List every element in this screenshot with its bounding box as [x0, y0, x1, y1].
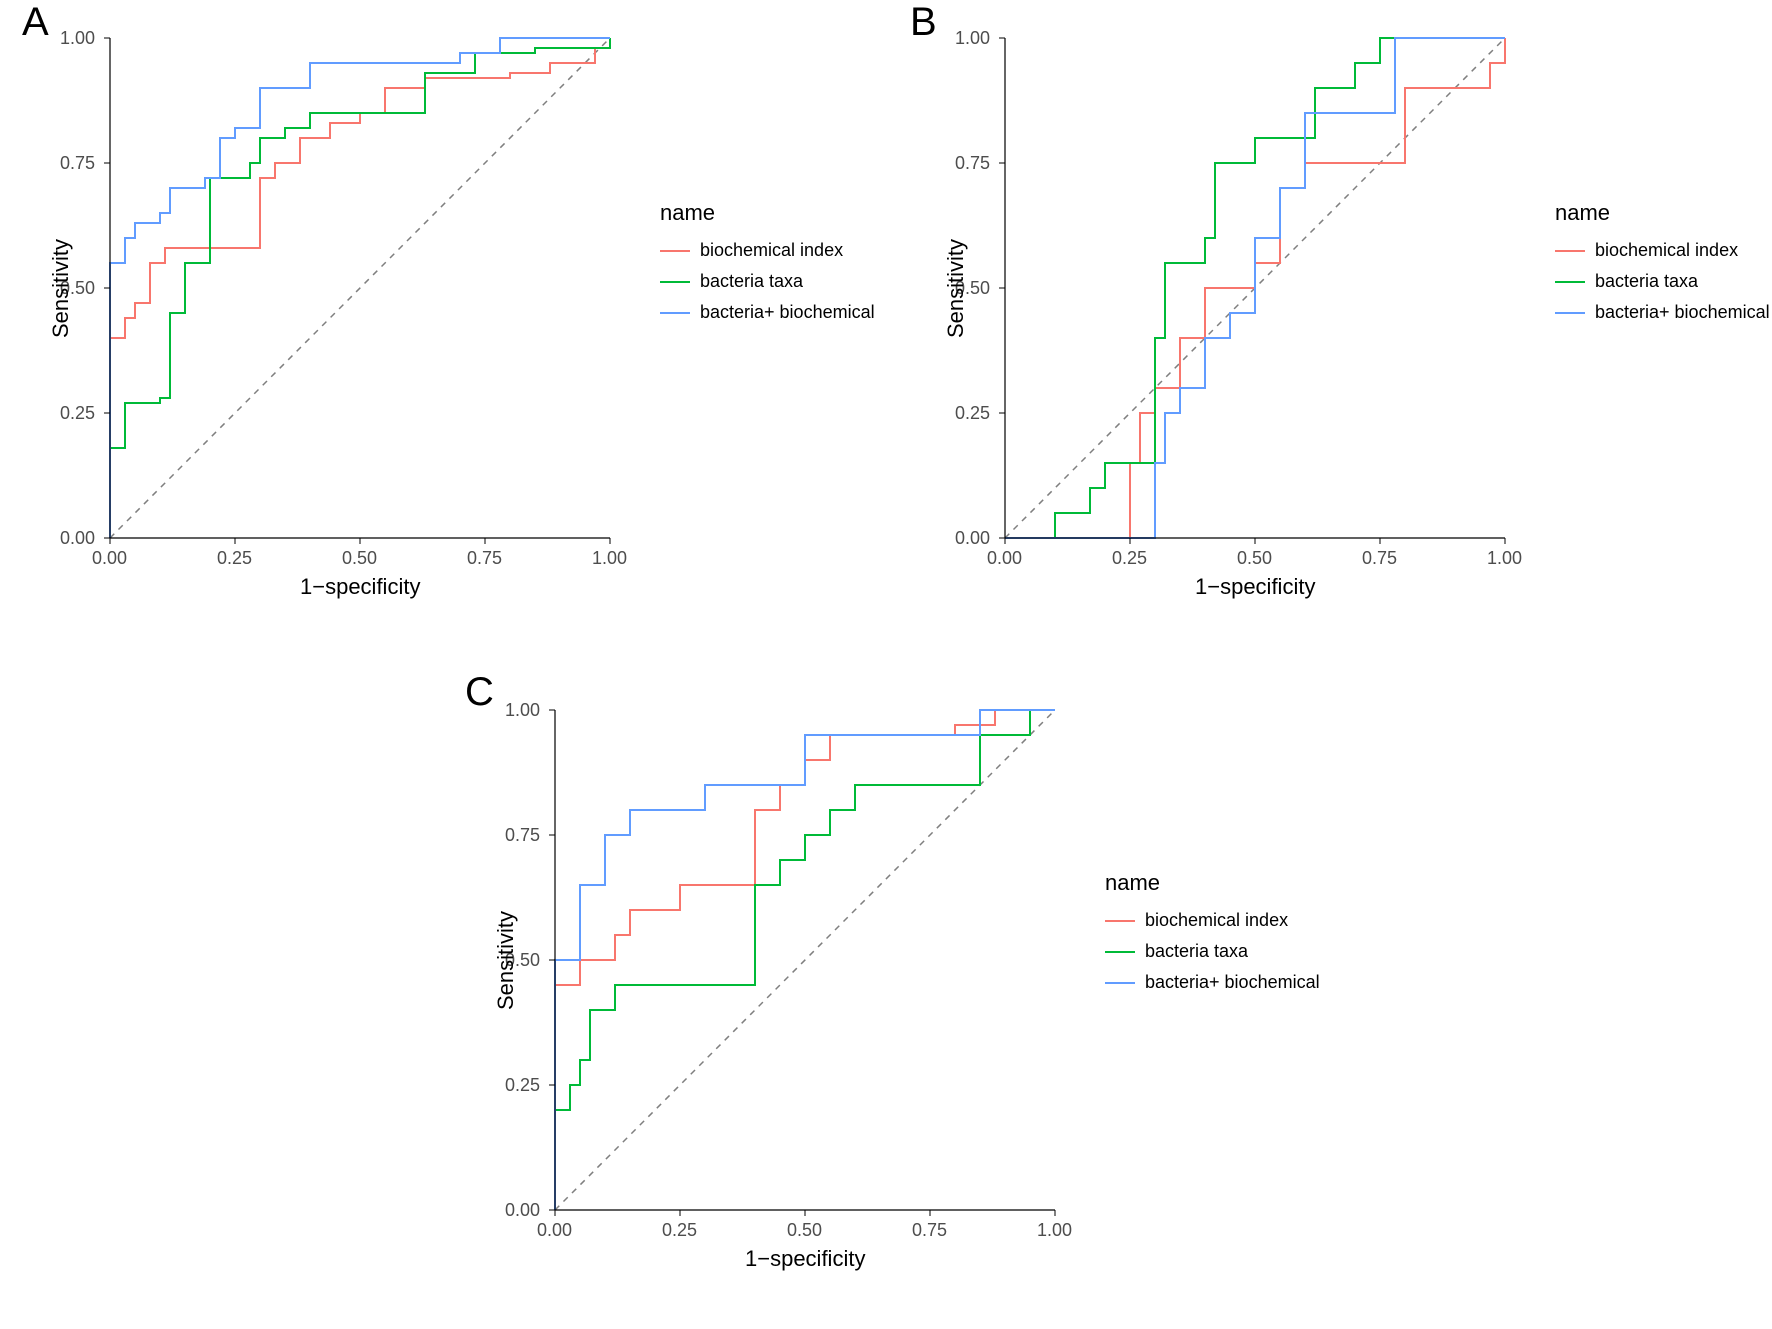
legend-title: name [1105, 870, 1320, 896]
ytick-label: 0.25 [505, 1075, 540, 1096]
legend-label: biochemical index [700, 240, 843, 261]
xtick-label: 0.50 [342, 548, 377, 569]
xtick-label: 0.50 [1237, 548, 1272, 569]
ytick-label: 1.00 [955, 28, 990, 49]
legend-label: bacteria taxa [700, 271, 803, 292]
xtick-label: 0.25 [1112, 548, 1147, 569]
xtick-label: 0.75 [912, 1220, 947, 1241]
legend-label: biochemical index [1595, 240, 1738, 261]
y-axis-title: Sensitivity [943, 239, 969, 338]
legend-swatch [660, 281, 690, 283]
y-axis-title: Sensitivity [493, 911, 519, 1010]
ytick-label: 0.25 [60, 403, 95, 424]
ytick-label: 1.00 [60, 28, 95, 49]
xtick-label: 1.00 [592, 548, 627, 569]
legend-label: bacteria+ biochemical [1595, 302, 1770, 323]
legend-item: bacteria+ biochemical [1555, 302, 1770, 323]
legend-label: biochemical index [1145, 910, 1288, 931]
ytick-label: 0.75 [955, 153, 990, 174]
y-axis-title: Sensitivity [48, 239, 74, 338]
ytick-label: 0.25 [955, 403, 990, 424]
xtick-label: 1.00 [1487, 548, 1522, 569]
ytick-label: 0.00 [505, 1200, 540, 1221]
x-axis-title: 1−specificity [1195, 574, 1315, 600]
legend-swatch [1105, 951, 1135, 953]
roc-plot-A [110, 38, 610, 538]
panel-label-B: B [910, 0, 937, 45]
xtick-label: 0.00 [92, 548, 127, 569]
legend-item: bacteria taxa [1105, 941, 1320, 962]
xtick-label: 0.75 [467, 548, 502, 569]
ytick-label: 1.00 [505, 700, 540, 721]
x-axis-title: 1−specificity [745, 1246, 865, 1272]
legend-B: name biochemical index bacteria taxa bacter… [1555, 200, 1770, 333]
legend-swatch [660, 312, 690, 314]
xtick-label: 1.00 [1037, 1220, 1072, 1241]
xtick-label: 0.00 [537, 1220, 572, 1241]
legend-item: bacteria+ biochemical [660, 302, 875, 323]
legend-label: bacteria+ biochemical [700, 302, 875, 323]
ytick-label: 0.75 [60, 153, 95, 174]
legend-C: name biochemical index bacteria taxa bacter… [1105, 870, 1320, 1003]
legend-title: name [660, 200, 875, 226]
x-axis-title: 1−specificity [300, 574, 420, 600]
xtick-label: 0.75 [1362, 548, 1397, 569]
xtick-label: 0.25 [217, 548, 252, 569]
roc-plot-C [555, 710, 1055, 1210]
legend-title: name [1555, 200, 1770, 226]
legend-swatch [1555, 250, 1585, 252]
legend-swatch [1555, 312, 1585, 314]
legend-label: bacteria taxa [1145, 941, 1248, 962]
roc-plot-B [1005, 38, 1505, 538]
xtick-label: 0.25 [662, 1220, 697, 1241]
ytick-label: 0.75 [505, 825, 540, 846]
panel-label-C: C [465, 670, 494, 715]
legend-item: bacteria+ biochemical [1105, 972, 1320, 993]
ytick-label: 0.00 [955, 528, 990, 549]
xtick-label: 0.00 [987, 548, 1022, 569]
legend-item: biochemical index [1105, 910, 1320, 931]
legend-item: bacteria taxa [1555, 271, 1770, 292]
legend-item: bacteria taxa [660, 271, 875, 292]
legend-swatch [1555, 281, 1585, 283]
legend-label: bacteria taxa [1595, 271, 1698, 292]
legend-A: name biochemical index bacteria taxa bacter… [660, 200, 875, 333]
legend-swatch [660, 250, 690, 252]
legend-item: biochemical index [660, 240, 875, 261]
panel-label-A: A [22, 0, 49, 45]
legend-label: bacteria+ biochemical [1145, 972, 1320, 993]
legend-item: biochemical index [1555, 240, 1770, 261]
legend-swatch [1105, 920, 1135, 922]
xtick-label: 0.50 [787, 1220, 822, 1241]
ytick-label: 0.00 [60, 528, 95, 549]
legend-swatch [1105, 982, 1135, 984]
